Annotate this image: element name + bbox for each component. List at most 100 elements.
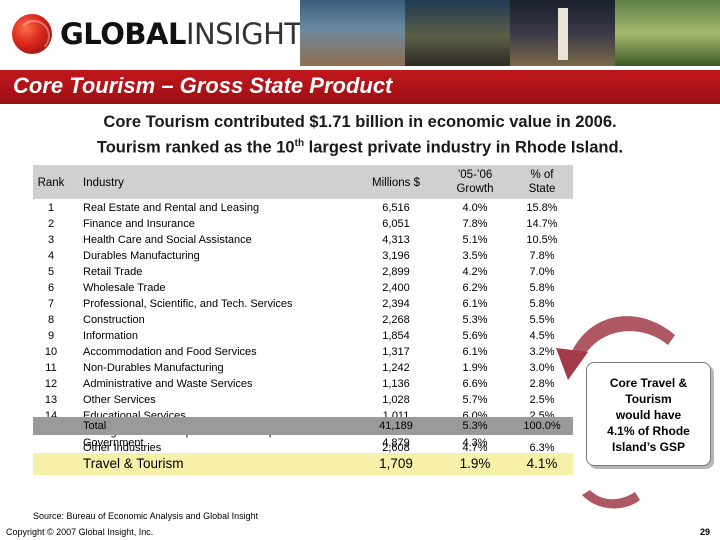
table-row: 2 Finance and Insurance 6,051 7.8% 14.7% bbox=[33, 216, 573, 232]
header-photo-lighthouse bbox=[510, 0, 615, 66]
table-row-total: Total 41,189 5.3% 100.0% bbox=[33, 418, 573, 434]
table-row: 6 Wholesale Trade 2,400 6.2% 5.8% bbox=[33, 280, 573, 296]
cell-industry: Other Industries bbox=[83, 442, 162, 454]
cell-millions: 2,400 bbox=[382, 282, 410, 294]
table-row: 9 Information 1,854 5.6% 4.5% bbox=[33, 328, 573, 344]
page-number: 29 bbox=[699, 527, 710, 537]
subtitle-line-2-sup: th bbox=[294, 138, 305, 149]
cell-rank: 2 bbox=[47, 218, 55, 230]
cell-pct-state: 15.8% bbox=[526, 202, 558, 214]
subtitle-line-2: Tourism ranked as the 10th largest priva… bbox=[0, 138, 720, 158]
subtitle-line-1: Core Tourism contributed $1.71 billion i… bbox=[103, 113, 617, 131]
cell-pct-state: 2.8% bbox=[529, 378, 555, 390]
table-row-travel-tourism: Travel & Tourism 1,709 1.9% 4.1% bbox=[33, 455, 573, 473]
cell-growth: 6.2% bbox=[462, 282, 488, 294]
header-industry: Industry bbox=[83, 177, 124, 189]
header-photo-strip bbox=[300, 0, 720, 66]
cell-industry: Information bbox=[83, 330, 139, 342]
table-row-government: Government 4,879 4.3% bbox=[33, 435, 573, 451]
cell-millions: 1,136 bbox=[382, 378, 410, 390]
cell-pct-state: 4.5% bbox=[529, 330, 555, 342]
title-bar: Core Tourism – Gross State Product bbox=[0, 70, 720, 104]
cell-growth: 5.3% bbox=[462, 314, 488, 326]
cell-rank: 5 bbox=[47, 266, 55, 278]
cell-millions: 2,608 bbox=[382, 442, 410, 454]
cell-industry: Construction bbox=[83, 314, 145, 326]
cell-pct-state: 14.7% bbox=[526, 218, 558, 230]
global-insight-logo: GLOBALINSIGHT bbox=[12, 14, 302, 54]
callout-box: Core Travel & Tourism would have 4.1% of… bbox=[586, 362, 711, 466]
source-note: Source: Bureau of Economic Analysis and … bbox=[33, 511, 259, 521]
cell-millions: 1,242 bbox=[382, 362, 410, 374]
cell-growth: 4.7% bbox=[462, 442, 488, 454]
government-millions: 4,879 bbox=[382, 437, 410, 449]
cell-pct-state: 5.8% bbox=[529, 282, 555, 294]
cell-millions: 1,028 bbox=[382, 394, 410, 406]
cell-growth: 5.7% bbox=[462, 394, 488, 406]
header-growth: ’05-’06 Growth bbox=[437, 168, 513, 196]
header-growth-line-2: Growth bbox=[456, 183, 494, 195]
table-row: 1 Real Estate and Rental and Leasing 6,516… bbox=[33, 200, 573, 216]
cell-industry: Non-Durables Manufacturing bbox=[83, 362, 224, 374]
cell-millions: 2,268 bbox=[382, 314, 410, 326]
total-pct: 100.0% bbox=[523, 420, 561, 432]
cell-growth: 6.1% bbox=[462, 346, 488, 358]
cell-millions: 2,394 bbox=[382, 298, 410, 310]
curved-arrow-tail bbox=[582, 490, 640, 509]
subtitle-line-2-post: largest private industry in Rhode Island… bbox=[304, 138, 624, 157]
total-millions: 41,189 bbox=[379, 420, 413, 432]
total-growth: 5.3% bbox=[462, 420, 488, 432]
curved-arrow-graphic bbox=[556, 316, 675, 509]
cell-rank: 13 bbox=[44, 394, 58, 406]
table-row: 8 Construction 2,268 5.3% 5.5% bbox=[33, 312, 573, 328]
cell-industry: Other Services bbox=[83, 394, 156, 406]
cell-industry: Retail Trade bbox=[83, 266, 143, 278]
page-title: Core Tourism – Gross State Product bbox=[13, 73, 393, 98]
travel-tourism-growth: 1.9% bbox=[459, 456, 491, 471]
government-label: Government bbox=[83, 437, 144, 449]
cell-rank: 7 bbox=[47, 298, 55, 310]
cell-pct-state: 7.0% bbox=[529, 266, 555, 278]
cell-millions: 1,854 bbox=[382, 330, 410, 342]
table-row: 13 Other Services 1,028 5.7% 2.5% bbox=[33, 392, 573, 408]
globe-icon bbox=[12, 14, 52, 54]
cell-pct-state: 10.5% bbox=[526, 234, 558, 246]
cell-growth: 3.5% bbox=[462, 250, 488, 262]
cell-millions: 6,516 bbox=[382, 202, 410, 214]
cell-pct-state: 6.3% bbox=[529, 442, 555, 454]
cell-growth: 1.9% bbox=[462, 362, 488, 374]
curved-arrow-body bbox=[570, 316, 675, 360]
header-photo-coast bbox=[300, 0, 405, 66]
table-row: 12 Administrative and Waste Services 1,136… bbox=[33, 376, 573, 392]
cell-rank: 1 bbox=[47, 202, 55, 214]
cell-rank: 3 bbox=[47, 234, 55, 246]
cell-pct-state: 2.5% bbox=[529, 394, 555, 406]
cell-industry: Professional, Scientific, and Tech. Serv… bbox=[83, 298, 293, 310]
cell-pct-state: 7.8% bbox=[529, 250, 555, 262]
cell-millions: 6,051 bbox=[382, 218, 410, 230]
cell-growth: 4.2% bbox=[462, 266, 488, 278]
cell-industry: Real Estate and Rental and Leasing bbox=[83, 202, 260, 214]
government-growth: 4.3% bbox=[462, 437, 488, 449]
cell-pct-state: 3.0% bbox=[529, 362, 555, 374]
table-row: 3 Health Care and Social Assistance 4,313 5… bbox=[33, 232, 573, 248]
cell-industry: Finance and Insurance bbox=[83, 218, 195, 230]
cell-rank: 10 bbox=[44, 346, 58, 358]
cell-industry: Accommodation and Food Services bbox=[83, 346, 257, 358]
cell-growth: 5.1% bbox=[462, 234, 488, 246]
cell-pct-state: 5.5% bbox=[529, 314, 555, 326]
header-pct-line-2: State bbox=[528, 183, 556, 195]
header: GLOBALINSIGHT bbox=[0, 0, 720, 66]
travel-tourism-label: Travel & Tourism bbox=[83, 456, 184, 471]
cell-millions: 4,313 bbox=[382, 234, 410, 246]
travel-tourism-millions: 1,709 bbox=[379, 456, 413, 471]
cell-pct-state: 5.8% bbox=[529, 298, 555, 310]
logo-wordmark-part1: GLOBAL bbox=[60, 16, 186, 51]
logo-wordmark: GLOBALINSIGHT bbox=[60, 17, 302, 52]
callout-line-1: Core Travel & bbox=[609, 376, 688, 390]
table-row: Other Industries 2,608 4.7% 6.3% bbox=[33, 440, 573, 456]
header-growth-line-1: ’05-’06 bbox=[457, 169, 493, 181]
cell-rank: 9 bbox=[47, 330, 55, 342]
cell-industry: Durables Manufacturing bbox=[83, 250, 200, 262]
header-millions: Millions $ bbox=[372, 177, 420, 189]
